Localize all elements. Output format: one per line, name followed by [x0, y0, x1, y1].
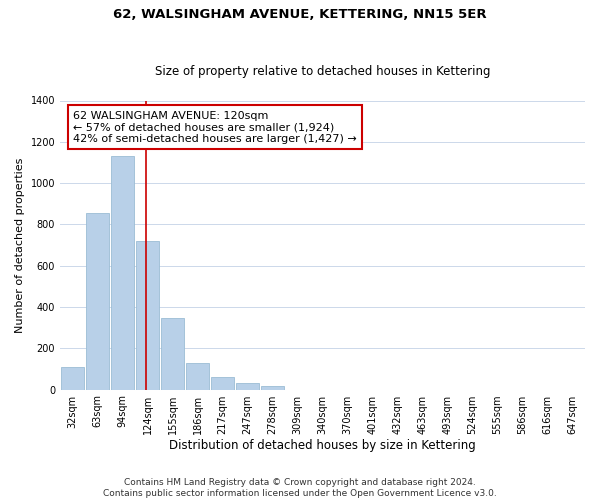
Text: 62 WALSINGHAM AVENUE: 120sqm
← 57% of detached houses are smaller (1,924)
42% of: 62 WALSINGHAM AVENUE: 120sqm ← 57% of de… [73, 110, 357, 144]
Bar [236, 384, 259, 390]
Bar [61, 368, 84, 390]
Bar [261, 386, 284, 390]
Bar [186, 362, 209, 390]
Title: Size of property relative to detached houses in Kettering: Size of property relative to detached ho… [155, 66, 490, 78]
Text: Contains HM Land Registry data © Crown copyright and database right 2024.
Contai: Contains HM Land Registry data © Crown c… [103, 478, 497, 498]
Bar [86, 212, 109, 390]
Y-axis label: Number of detached properties: Number of detached properties [15, 158, 25, 332]
X-axis label: Distribution of detached houses by size in Kettering: Distribution of detached houses by size … [169, 440, 476, 452]
Text: 62, WALSINGHAM AVENUE, KETTERING, NN15 5ER: 62, WALSINGHAM AVENUE, KETTERING, NN15 5… [113, 8, 487, 20]
Bar [211, 377, 234, 390]
Bar [161, 318, 184, 390]
Bar [136, 241, 159, 390]
Bar [111, 156, 134, 390]
